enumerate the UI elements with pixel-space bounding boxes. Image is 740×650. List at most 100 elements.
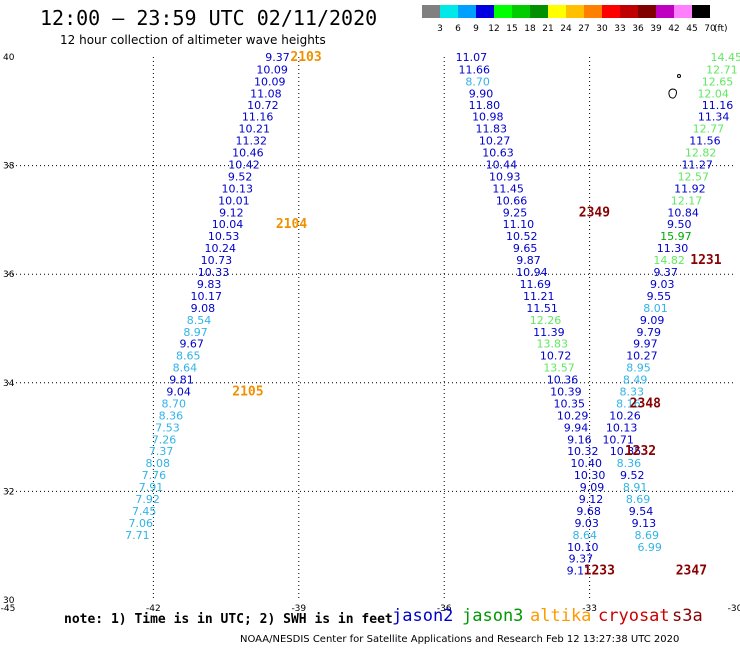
- swh-value-label: 8.08: [146, 457, 171, 470]
- swh-value-label: 9.37: [265, 51, 290, 64]
- color-scale-legend: 3 6 9 12 15 18 21 24 27 30 33 36 39 42 45 70(ft): [422, 5, 728, 34]
- grid: [8, 57, 735, 600]
- swh-value-label: 12.17: [671, 194, 703, 207]
- swh-value-label: 11.51: [526, 302, 558, 315]
- swh-value-label: 9.04: [166, 385, 191, 398]
- swh-value-label: 10.42: [228, 159, 260, 172]
- colorbar-swatch: [638, 5, 656, 18]
- swh-value-label: 8.49: [623, 374, 648, 387]
- swh-value-label: 10.66: [496, 194, 528, 207]
- swh-value-label: 12.71: [706, 63, 738, 76]
- colorbar-tick-label: 6: [455, 24, 461, 34]
- swh-value-label: 8.36: [617, 457, 642, 470]
- swh-value-label: 10.01: [218, 194, 250, 207]
- swh-value-label: 9.67: [179, 338, 204, 351]
- swh-value-label: 11.66: [458, 63, 490, 76]
- swh-value-label: 15.97: [660, 230, 692, 243]
- swh-value-label: 9.94: [564, 421, 589, 434]
- swh-value-label: 11.16: [702, 99, 734, 112]
- swh-value-label: 9.81: [169, 374, 194, 387]
- colorbar-swatch: [692, 5, 710, 18]
- swh-value-label: 10.36: [547, 374, 579, 387]
- swh-value-label: 10.39: [550, 385, 582, 398]
- swh-value-label: 7.76: [142, 469, 167, 482]
- swh-value-label: 9.79: [636, 326, 661, 339]
- colorbar-swatch: [494, 5, 512, 18]
- swh-value-label: 11.34: [698, 111, 730, 124]
- swh-value-label: 8.69: [635, 529, 660, 542]
- swh-value-label: 8.01: [643, 302, 668, 315]
- swh-value-label: 8.16: [616, 397, 641, 410]
- pass-time-label: 2347: [676, 564, 707, 579]
- swh-value-label: 10.27: [479, 135, 511, 148]
- swh-value-label: 9.09: [640, 314, 665, 327]
- colorbar-tick-label: 12: [488, 24, 499, 34]
- swh-value-label: 10.46: [232, 147, 264, 160]
- x-tick-label: -45: [1, 604, 16, 614]
- colorbar-swatch: [674, 5, 692, 18]
- swh-value-label: 11.32: [236, 135, 268, 148]
- swh-value-label: 8.33: [620, 385, 645, 398]
- swh-value-label: 9.97: [633, 338, 658, 351]
- colorbar-swatch: [602, 5, 620, 18]
- swh-value-label: 9.54: [629, 505, 654, 518]
- y-tick-label: 38: [3, 162, 15, 172]
- swh-value-label: 10.13: [606, 421, 638, 434]
- swh-value-label: 9.03: [574, 517, 599, 530]
- swh-value-label: 10.71: [602, 433, 634, 446]
- colorbar-tick-label: 24: [560, 24, 572, 34]
- swh-value-label: 8.54: [187, 314, 212, 327]
- colorbar-swatch: [422, 5, 440, 18]
- swh-value-label: 9.55: [647, 290, 672, 303]
- swh-value-label: 9.16: [567, 433, 592, 446]
- colorbar-unit-label: (ft): [714, 24, 728, 34]
- swh-value-label: 8.65: [176, 350, 201, 363]
- swh-value-label: 10.35: [553, 397, 585, 410]
- colorbar-swatch: [440, 5, 458, 18]
- swh-value-label: 13.83: [537, 338, 569, 351]
- colorbar-swatch: [566, 5, 584, 18]
- y-tick-label: 32: [3, 487, 14, 497]
- swh-value-label: 12.77: [693, 123, 725, 136]
- x-tick-label: -33: [582, 604, 597, 614]
- swh-value-label: 10.10: [567, 541, 599, 554]
- swh-value-label: 13.57: [543, 362, 575, 375]
- swh-value-label: 12.04: [697, 87, 729, 100]
- swh-track-track-b: 11.0711.668.709.9011.8010.9811.8310.2710…: [456, 51, 606, 578]
- swh-value-label: 9.12: [219, 206, 244, 219]
- swh-value-label: 8.70: [465, 75, 490, 88]
- swh-value-label: 10.09: [254, 75, 286, 88]
- swh-value-label: 12.82: [685, 147, 717, 160]
- swh-value-label: 7.91: [139, 481, 164, 494]
- swh-value-label: 8.69: [626, 493, 651, 506]
- swh-value-label: 10.13: [221, 182, 253, 195]
- colorbar-swatch: [476, 5, 494, 18]
- swh-value-label: 10.27: [626, 350, 658, 363]
- swh-value-label: 10.93: [489, 170, 521, 183]
- swh-value-label: 7.71: [125, 529, 150, 542]
- swh-value-label: 10.98: [472, 111, 504, 124]
- swh-value-label: 8.64: [173, 362, 198, 375]
- x-tick-label: -36: [437, 604, 452, 614]
- swh-value-label: 11.45: [492, 182, 524, 195]
- swh-value-label: 11.39: [533, 326, 565, 339]
- colorbar-tick-label: 45: [686, 24, 697, 34]
- swh-value-label: 10.29: [557, 409, 589, 422]
- swh-value-label: 10.52: [506, 230, 538, 243]
- x-tick-label: -30: [728, 604, 740, 614]
- swh-value-label: 8.70: [162, 397, 187, 410]
- swh-value-label: 11.80: [469, 99, 501, 112]
- swh-value-label: 14.82: [653, 254, 685, 267]
- swh-value-label: 8.97: [183, 326, 208, 339]
- swh-value-label: 12.65: [702, 75, 734, 88]
- swh-value-label: 9.87: [516, 254, 541, 267]
- swh-value-label: 9.68: [576, 505, 601, 518]
- swh-value-label: 11.10: [503, 218, 535, 231]
- pass-time-label: 2349: [579, 205, 610, 220]
- swh-value-label: 9.52: [620, 469, 645, 482]
- swh-value-label: 6.99: [637, 541, 662, 554]
- pass-time-label: 1231: [690, 253, 721, 268]
- swh-value-label: 9.11: [567, 565, 592, 578]
- swh-value-label: 11.83: [475, 123, 507, 136]
